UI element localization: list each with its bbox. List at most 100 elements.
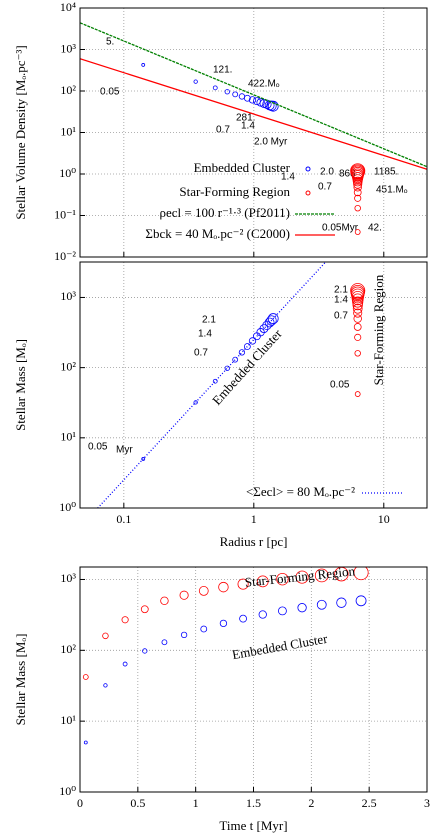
- data-point: [161, 639, 168, 646]
- annotation: 0.05Myr: [322, 223, 359, 234]
- data-point: [267, 100, 279, 112]
- legend-label: Σbck = 40 Mₒ.pc⁻² (C2000): [145, 226, 290, 241]
- annotation: 0.05: [88, 442, 108, 453]
- plot-area: [80, 22, 427, 235]
- data-point: [237, 578, 249, 590]
- data-point: [122, 661, 128, 667]
- annotation: 2.1: [202, 315, 216, 326]
- data-point: [350, 163, 366, 179]
- annotation: 5.: [106, 37, 114, 48]
- data-point: [142, 648, 148, 654]
- data-point: [354, 391, 361, 397]
- annotation: 1.4: [198, 329, 212, 340]
- plot-frame: [79, 566, 428, 793]
- y-tick-label: 10³: [60, 41, 76, 55]
- data-point: [243, 94, 251, 102]
- annotation: 1.4: [281, 172, 295, 183]
- data-point: [193, 79, 198, 84]
- panel: 10⁰ 10¹ 10² 10³ 0 0.5 1 1.5 2 2.5 3 Time t [Myr] Ste…: [13, 563, 430, 833]
- annotation: 1.4: [334, 295, 348, 306]
- y-tick-label: 10⁰: [59, 166, 76, 180]
- annotation: 42.: [368, 223, 382, 234]
- panel-1-annotations: 5. 0.05 121. 422.Mₒ 281. 0.7 1.4 2.0 Myr…: [100, 37, 408, 234]
- y-tick-label: 10⁻¹: [54, 207, 76, 221]
- legend-label: Embedded Cluster: [194, 160, 291, 175]
- data-point: [198, 586, 209, 596]
- series-line: [80, 58, 427, 170]
- legend-label: ρecl = 100 r⁻¹·³ (Pf2011): [159, 205, 290, 220]
- data-point: [238, 93, 246, 100]
- plot-area: [82, 567, 369, 745]
- data-point: [353, 314, 362, 323]
- plot-frame: [79, 261, 428, 509]
- data-point: [200, 625, 208, 633]
- y-tick-label: 10¹: [60, 430, 76, 444]
- data-point: [351, 288, 365, 302]
- data-point: [350, 283, 366, 299]
- x-axis-label: Time t [Myr]: [219, 818, 287, 833]
- y-axis-label: Stellar Mass [Mₒ]: [13, 634, 28, 726]
- plot-frame: [79, 7, 428, 258]
- data-point: [355, 595, 367, 607]
- x-tick-label: 10: [378, 512, 390, 526]
- data-point: [258, 610, 267, 619]
- y-axis-label: Stellar Mass [Mₒ]: [13, 339, 28, 431]
- y-tick-label: 10⁰: [59, 500, 76, 514]
- data-point: [354, 194, 362, 202]
- data-point: [264, 317, 275, 328]
- plot-area: [97, 262, 366, 508]
- x-tick-label: 0.5: [130, 796, 145, 810]
- data-point: [102, 632, 109, 640]
- data-point: [276, 572, 289, 586]
- data-point: [160, 596, 169, 606]
- annotation: 1185.: [374, 167, 398, 178]
- data-point: [179, 590, 189, 600]
- series-label: Embedded Cluster: [231, 631, 329, 663]
- data-point: [354, 350, 361, 357]
- annotation: 0.7: [318, 182, 332, 193]
- y-tick-label: 10²: [60, 642, 76, 656]
- series-label: Star-Forming Region: [371, 274, 386, 385]
- annotation: 121.: [213, 65, 232, 76]
- data-point: [354, 229, 361, 235]
- annotation: 0.7: [216, 125, 230, 136]
- legend-marker: [305, 190, 311, 196]
- y-tick-label: 10⁻²: [54, 249, 76, 263]
- data-point: [353, 183, 362, 192]
- x-tick-label: 3: [424, 796, 430, 810]
- data-point: [121, 616, 129, 624]
- annotation: 0.7: [334, 311, 348, 322]
- data-point: [141, 457, 146, 461]
- y-tick-label: 10⁰: [59, 784, 76, 798]
- y-tick-label: 10⁴: [60, 0, 76, 14]
- panel: 10⁰ 10¹ 10² 10³ 0.1 1 10 Radius r [pc] Stellar M…: [13, 261, 428, 549]
- data-point: [248, 337, 257, 345]
- series-line: [97, 262, 327, 508]
- annotation: 281.: [236, 113, 255, 124]
- data-point: [83, 740, 88, 745]
- data-point: [224, 365, 230, 371]
- annotation: 2.0: [320, 167, 334, 178]
- data-point: [193, 400, 198, 405]
- y-tick-label: 10²: [60, 359, 76, 373]
- y-tick-label: 10¹: [60, 713, 76, 727]
- data-point: [218, 581, 229, 593]
- series-line: [80, 22, 427, 168]
- annotation: 1.4: [241, 121, 255, 132]
- data-point: [232, 91, 239, 98]
- data-point: [278, 606, 287, 616]
- data-point: [353, 567, 369, 581]
- data-point: [314, 568, 329, 583]
- data-point: [224, 89, 230, 95]
- data-point: [82, 674, 89, 680]
- data-point: [295, 570, 309, 584]
- data-point: [103, 683, 108, 688]
- data-point: [352, 303, 363, 314]
- data-point: [248, 96, 257, 104]
- legend-label: <Σecl> = 80 Mₒ.pc⁻²: [246, 484, 355, 499]
- annotation: 422.Mₒ: [248, 79, 280, 90]
- data-point: [256, 575, 269, 588]
- annotation: 2.0 Myr: [254, 137, 288, 148]
- data-point: [219, 619, 228, 628]
